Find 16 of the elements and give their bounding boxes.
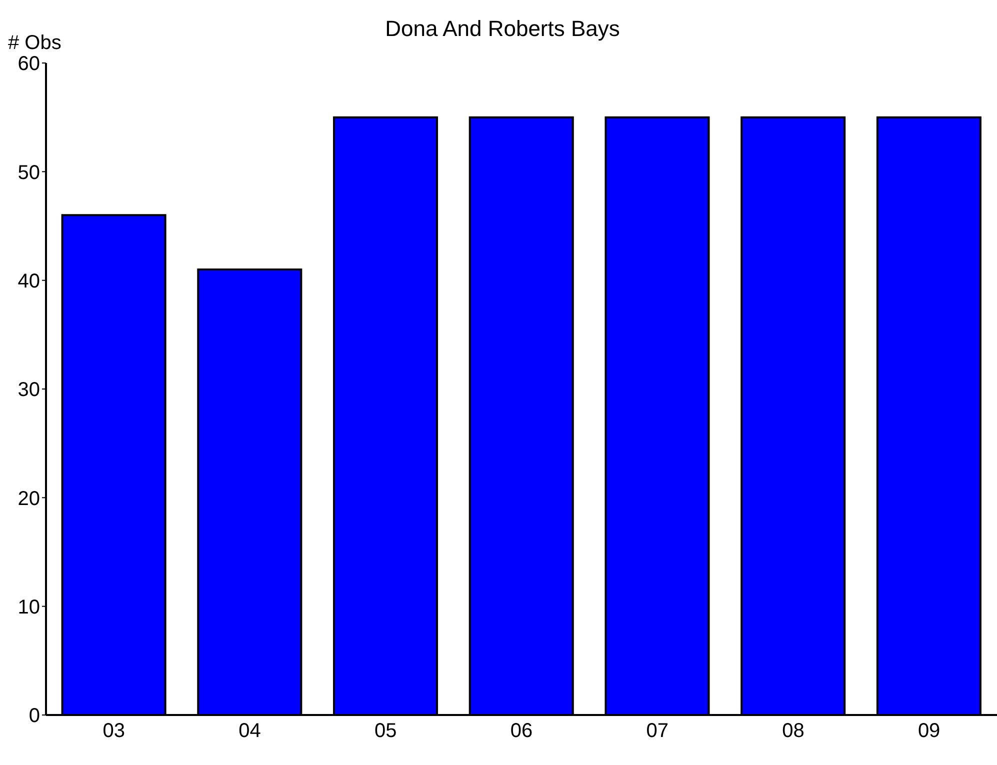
y-tick-label: 40 xyxy=(18,270,40,292)
chart-title: Dona And Roberts Bays xyxy=(385,16,620,41)
y-tick-label: 0 xyxy=(28,705,40,728)
y-tick-label: 20 xyxy=(18,488,40,510)
y-tick-label: 30 xyxy=(18,379,40,402)
x-tick-label: 06 xyxy=(510,720,533,742)
x-tick-label: 04 xyxy=(238,720,261,742)
x-tick-label: 08 xyxy=(782,720,804,742)
y-tick-label: 50 xyxy=(18,162,40,184)
y-axis-title: # Obs xyxy=(8,32,62,55)
x-tick-label: 05 xyxy=(374,720,397,742)
x-tick-label: 09 xyxy=(918,720,940,742)
x-tick-label: 07 xyxy=(646,720,668,742)
y-tick-label: 60 xyxy=(18,53,40,76)
x-tick-label: 03 xyxy=(102,720,126,742)
y-tick-label: 10 xyxy=(18,596,40,618)
